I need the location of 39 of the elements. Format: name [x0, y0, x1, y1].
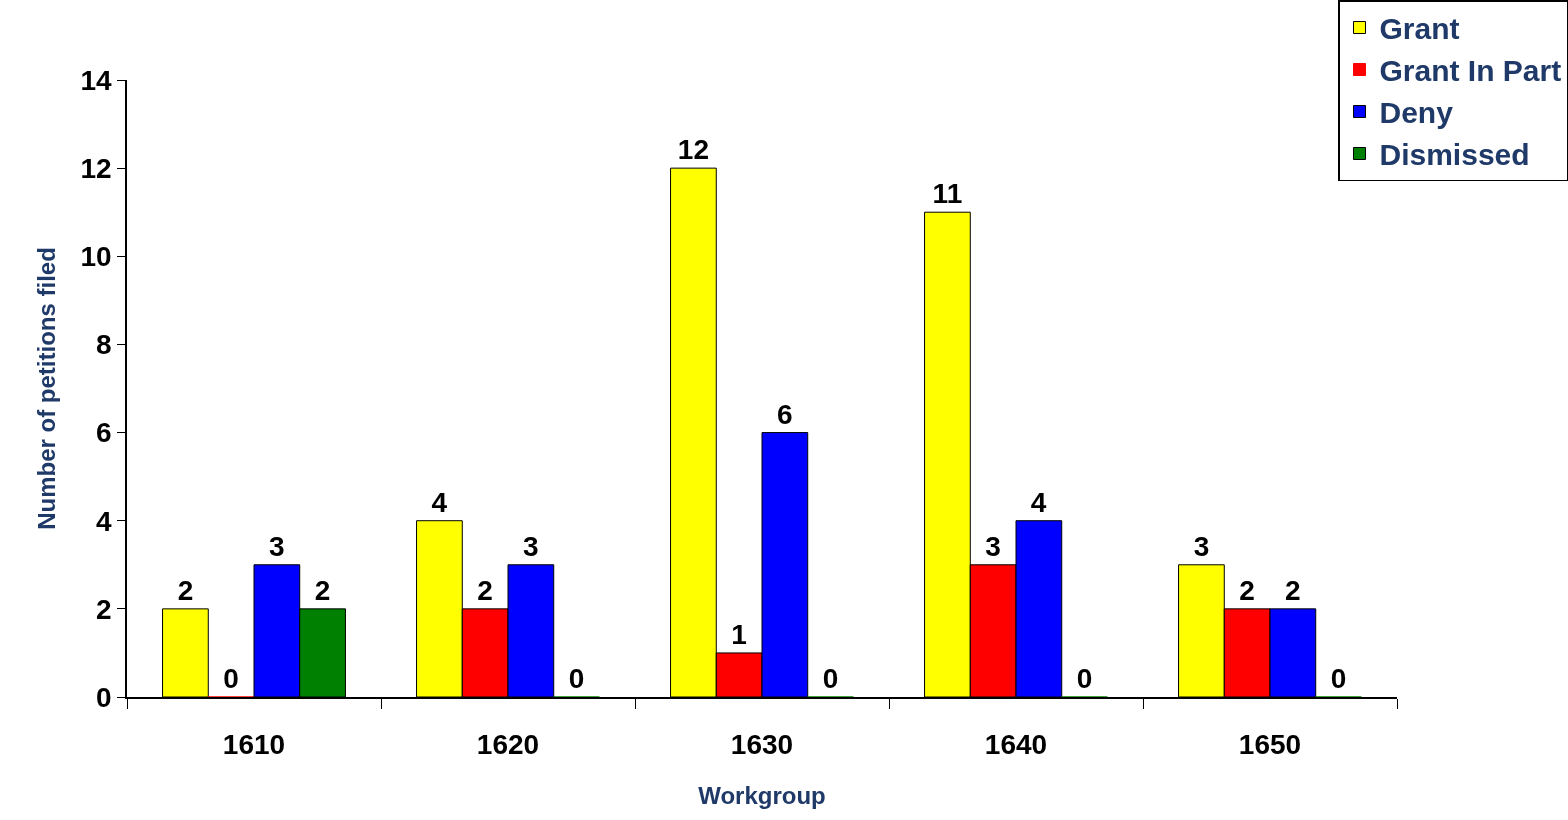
x-tick-label: 1620 — [476, 729, 540, 761]
data-label: 2 — [1285, 574, 1301, 606]
y-tick-label: 12 — [80, 152, 112, 184]
y-tick-label: 4 — [96, 505, 113, 537]
data-label: 2 — [477, 574, 493, 606]
y-tick-label: 14 — [80, 64, 113, 96]
y-tick-label: 2 — [96, 593, 112, 625]
x-tick-label: 1610 — [222, 729, 286, 761]
data-label: 2 — [177, 574, 194, 606]
data-label: 12 — [677, 134, 709, 166]
data-label: 3 — [985, 530, 1001, 562]
legend-label: Dismissed — [1379, 138, 1530, 172]
y-tick-label: 10 — [80, 241, 112, 273]
data-label: 11 — [932, 178, 963, 210]
y-axis-title: Number of petitions filed — [33, 247, 61, 530]
data-label: 4 — [431, 486, 448, 518]
legend-label: Deny — [1379, 96, 1454, 130]
x-axis-title: Workgroup — [698, 782, 826, 810]
data-label: 2 — [1239, 574, 1255, 606]
data-label: 0 — [822, 663, 839, 694]
data-label: 1 — [731, 618, 747, 650]
data-label: 0 — [1330, 663, 1347, 694]
data-label: 3 — [523, 530, 539, 562]
data-label: 0 — [1076, 663, 1093, 694]
y-tick-label: 6 — [96, 417, 112, 449]
data-label: 4 — [1030, 486, 1047, 518]
data-label: 3 — [269, 530, 285, 562]
data-label: 3 — [1193, 530, 1210, 562]
y-tick-label: 0 — [96, 681, 112, 713]
y-tick-label: 8 — [96, 329, 112, 361]
data-label: 6 — [777, 398, 793, 430]
legend-label: Grant In Part — [1379, 54, 1562, 88]
data-label: 2 — [314, 574, 331, 606]
x-tick-label: 1630 — [730, 729, 794, 761]
x-tick-label: 1640 — [984, 729, 1048, 761]
data-label: 0 — [223, 663, 239, 694]
x-tick-label: 1650 — [1238, 729, 1302, 761]
data-label: 0 — [568, 663, 585, 694]
legend-label: Grant — [1379, 12, 1460, 46]
